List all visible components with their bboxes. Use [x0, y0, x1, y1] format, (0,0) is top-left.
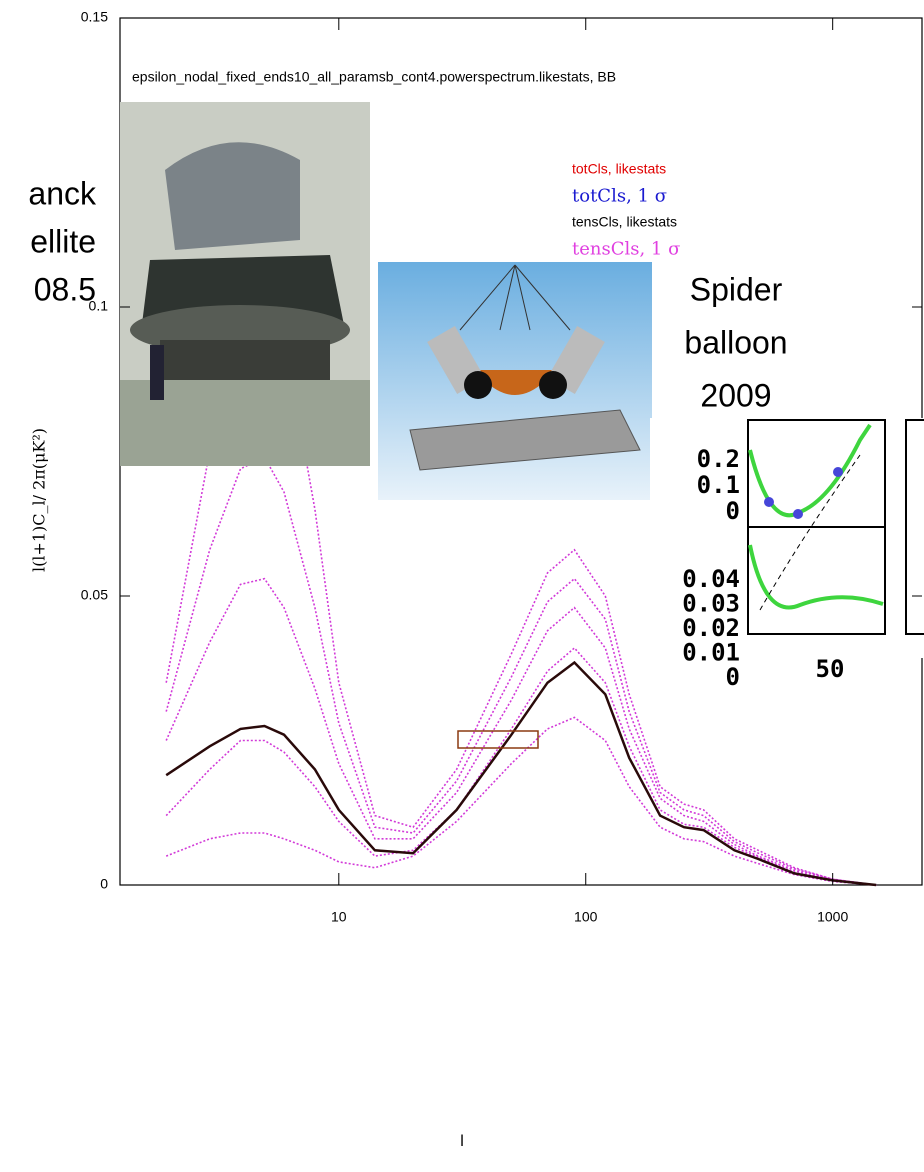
spider-label: balloon: [684, 324, 787, 360]
planck-label: 08.5: [34, 271, 96, 307]
curves: [165, 305, 877, 887]
x-tick-label: 10: [331, 909, 347, 925]
spider-image: [378, 262, 652, 500]
legend-label: totCls, likestats: [572, 161, 666, 177]
chart-title: epsilon_nodal_fixed_ends10_all_paramsb_c…: [132, 69, 616, 85]
legend-label: tensCls, likestats: [572, 214, 677, 230]
annotations: anck ellite 08.5 Spider balloon 2009: [28, 175, 787, 413]
inset-labels: 0.20.100.040.030.020.010 50: [682, 445, 844, 691]
planck-label: anck: [28, 175, 97, 211]
inset-tick-label: 0: [726, 497, 740, 525]
inset-x-label: 50: [816, 655, 845, 683]
x-axis-label: l: [460, 1133, 464, 1150]
planck-label: ellite: [30, 223, 96, 259]
mean-curve: [165, 660, 877, 887]
inset: [650, 418, 924, 658]
spider-label: 2009: [700, 377, 771, 413]
x-tick-label: 100: [574, 909, 598, 925]
inset-tick-label: 0.02: [682, 614, 740, 642]
inset-tick-label: 0: [726, 663, 740, 691]
y-tick-label: 0.1: [89, 298, 109, 314]
y-axis-label: l(l+1)C_l/ 2π(μK²): [30, 428, 49, 572]
legend-label: totCls, 1 σ: [572, 186, 667, 207]
inset-tick-label: 0.1: [697, 471, 740, 499]
legend-label: tensCls, 1 σ: [572, 239, 680, 260]
sample-curve: [165, 646, 877, 886]
inset-tick-label: 0.2: [697, 445, 740, 473]
inset-tick-label: 0.01: [682, 639, 740, 667]
y-tick-label: 0: [100, 876, 108, 892]
planck-photo: [120, 102, 370, 466]
sample-curve: [165, 577, 877, 886]
legend: totCls, likestats totCls, 1 σ tensCls, lik…: [572, 161, 680, 260]
inset-tick-label: 0.03: [682, 590, 740, 618]
inset-tick-label: 0.04: [682, 565, 740, 593]
sample-curve: [165, 305, 877, 886]
x-tick-label: 1000: [817, 909, 848, 925]
highlight-box: [457, 730, 539, 749]
y-tick-label: 0.05: [81, 587, 108, 603]
y-tick-label: 0.15: [81, 9, 108, 25]
spider-label: Spider: [690, 271, 783, 307]
